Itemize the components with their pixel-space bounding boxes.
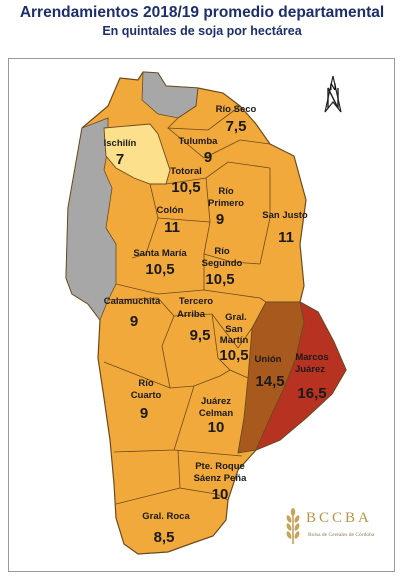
dept-name-3: Martín [220, 335, 249, 346]
dept-value: 9 [140, 405, 148, 422]
brand-name: BCCBA [306, 510, 372, 526]
dept-name: San Justo [262, 210, 308, 221]
dept-name-2: Arriba [177, 309, 206, 320]
dept-value: 9 [130, 313, 138, 330]
label-juarez-celman: Juárez Celman 10 [199, 396, 234, 436]
dept-name: Totoral [170, 166, 202, 177]
label-pte-roque-saenz-pena: Pte. Roque Sáenz Peña 10 [194, 461, 248, 503]
dept-name: Río [138, 378, 154, 389]
dept-value: 10,5 [171, 179, 200, 196]
label-union: Unión 14,5 [255, 354, 285, 390]
department-borders [103, 87, 271, 505]
dept-name: Gral. [225, 312, 247, 323]
dept-value: 7 [116, 151, 124, 168]
label-tulumba: Tulumba 9 [179, 136, 219, 166]
label-santa-maria: Santa María 10,5 [133, 248, 187, 278]
dept-name-2: Celman [199, 408, 234, 419]
dept-name-2: Juárez [295, 364, 325, 375]
dept-name: Juárez [201, 396, 231, 407]
dept-name: Tulumba [179, 136, 219, 147]
dept-name: Tercero [179, 296, 213, 307]
dept-value: 7,5 [226, 118, 247, 135]
label-gral-san-martin: Gral. San Martín 10,5 [219, 312, 248, 364]
dept-name: Calamuchita [104, 296, 161, 307]
dept-name-2: Cuarto [131, 390, 162, 401]
north-label: N [330, 82, 337, 92]
label-rio-segundo: Río Segundo 10,5 [202, 246, 243, 288]
label-marcos-juarez: Marcos Juárez 16,5 [295, 352, 329, 402]
wheat-icon [286, 508, 300, 544]
dept-name: Colón [157, 205, 184, 216]
dept-value: 14,5 [255, 373, 284, 390]
dept-name: Unión [255, 354, 282, 365]
label-totoral: Totoral 10,5 [170, 166, 202, 196]
dept-value: 11 [278, 229, 294, 246]
dept-name-2: Primero [208, 198, 244, 209]
brand-logo: BCCBA Bolsa de Cereales de Córdoba [282, 506, 392, 556]
province-map: N Río Seco 7,5 Tulumba 9 Ischilín 7 Toto… [65, 71, 347, 555]
label-rio-seco: Río Seco 7,5 [216, 104, 257, 135]
label-tercero-arriba: Tercero Arriba 9,5 [177, 296, 213, 344]
dept-name-2: Sáenz Peña [194, 473, 248, 484]
dept-name: Río Seco [216, 104, 257, 115]
dept-value: 9 [204, 149, 212, 166]
dept-value: 9,5 [190, 327, 211, 344]
dept-name-2: Segundo [202, 258, 243, 269]
department-marcos-juarez [255, 301, 347, 451]
dept-name: Ischilín [104, 138, 137, 149]
dept-name: Santa María [133, 248, 187, 259]
dept-value: 16,5 [297, 385, 326, 402]
dept-value: 11 [164, 219, 180, 236]
dept-value: 10,5 [219, 347, 248, 364]
dept-name-2: San [225, 324, 243, 335]
label-colon: Colón 11 [157, 205, 184, 236]
dept-value: 10,5 [145, 261, 174, 278]
map-title: Arrendamientos 2018/19 promedio departam… [19, 4, 385, 21]
dept-name: Gral. Roca [142, 511, 190, 522]
north-arrow-icon [324, 75, 342, 113]
label-san-justo: San Justo 11 [262, 210, 308, 246]
label-gral-roca: Gral. Roca 8,5 [142, 511, 190, 546]
label-calamuchita: Calamuchita 9 [104, 296, 161, 330]
map-subtitle: En quintales de soja por hectárea [102, 24, 302, 38]
label-ischilin: Ischilín 7 [104, 138, 137, 168]
dept-name: Pte. Roque [195, 461, 245, 472]
label-rio-cuarto: Río Cuarto 9 [131, 378, 162, 422]
dept-name: Marcos [295, 352, 328, 363]
dept-value: 8,5 [154, 529, 175, 546]
brand-tagline: Bolsa de Cereales de Córdoba [308, 532, 375, 538]
dept-value: 10,5 [205, 271, 234, 288]
dept-name: Río [214, 246, 230, 257]
label-rio-primero: Río Primero 9 [208, 186, 244, 228]
dept-name: Río [218, 186, 234, 197]
dept-value: 10 [208, 419, 225, 436]
dept-value: 10 [212, 486, 229, 503]
dept-value: 9 [216, 211, 224, 228]
